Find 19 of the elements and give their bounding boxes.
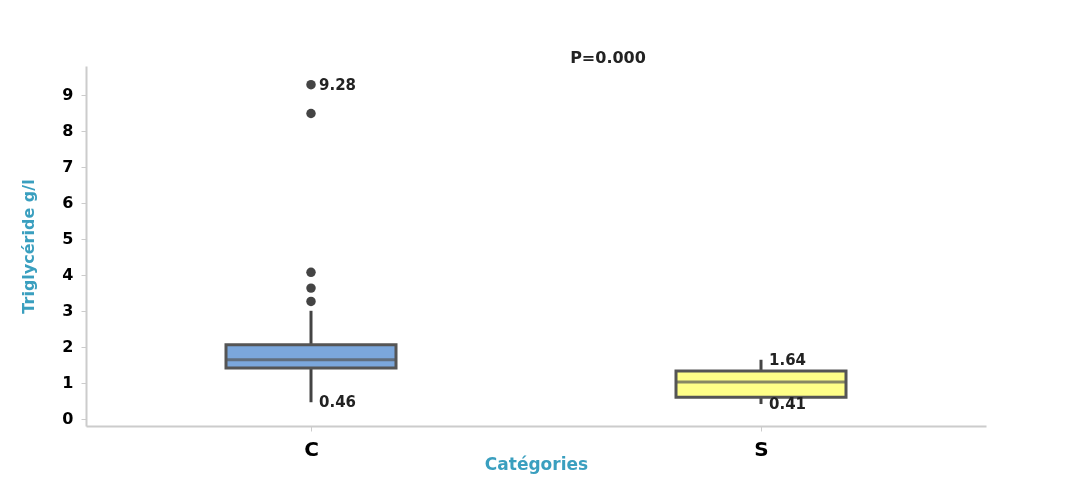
annotation: 1.64 — [769, 350, 807, 369]
annotation: 0.41 — [769, 395, 807, 414]
y-tick-label: 2 — [62, 337, 74, 357]
y-axis-title: Triglycéride g/l — [19, 179, 39, 314]
y-tick-label: 7 — [62, 157, 74, 177]
x-tick-label: C — [304, 436, 319, 461]
annotation: P=0.000 — [570, 48, 646, 67]
y-tick-label: 6 — [62, 193, 74, 213]
y-tick-label: 4 — [62, 265, 74, 285]
y-tick-label: 1 — [62, 373, 74, 393]
y-tick-label: 9 — [62, 85, 74, 105]
x-axis-title: Catégories — [484, 453, 589, 474]
annotation: 0.46 — [319, 393, 357, 412]
y-tick-label: 0 — [62, 409, 74, 429]
annotation: 9.28 — [319, 75, 357, 94]
y-tick-label: 5 — [62, 229, 74, 249]
y-tick-label: 8 — [62, 121, 74, 141]
y-tick-label: 3 — [62, 301, 74, 321]
x-tick-label: S — [754, 436, 769, 461]
